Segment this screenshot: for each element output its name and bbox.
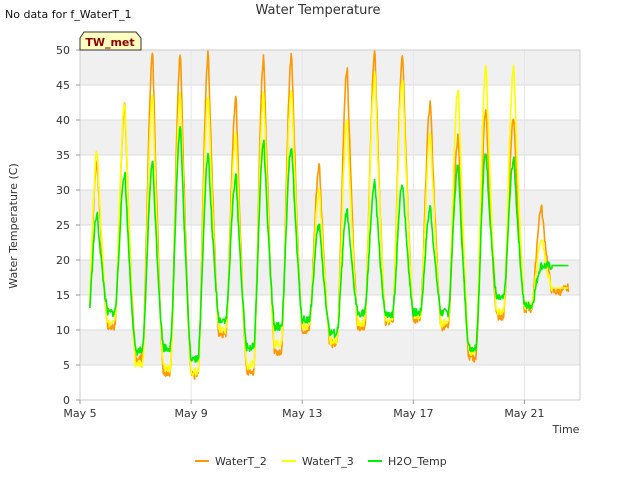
y-tick-label: 0: [63, 394, 70, 407]
legend: WaterT_2 WaterT_3 H2O_Temp: [195, 455, 447, 468]
y-tick-label: 10: [56, 324, 70, 337]
series-line-h2o_temp: [89, 126, 569, 363]
y-tick-label: 45: [56, 79, 70, 92]
legend-label-watert_2: WaterT_2: [215, 455, 267, 468]
y-tick-labels: 0 5 10 15 20 25 30 35 40 45 50: [56, 44, 70, 407]
tw-met-badge: TW_met: [79, 31, 142, 51]
legend-label-watert_3: WaterT_3: [302, 455, 354, 468]
grid-band: [80, 260, 580, 295]
no-data-note: No data for f_WaterT_1: [5, 8, 131, 21]
x-tick-label: May 21: [504, 407, 544, 420]
axes: [76, 49, 581, 404]
y-tick-label: 5: [63, 359, 70, 372]
y-tick-label: 50: [56, 44, 70, 57]
tw-met-badge-shape: [79, 31, 142, 51]
series-layer: [89, 49, 570, 380]
tw-met-badge-label: TW_met: [85, 36, 134, 49]
grid-band: [80, 120, 580, 155]
y-tick-label: 25: [56, 219, 70, 232]
x-tick-label: May 5: [63, 407, 96, 420]
x-tick-label: May 17: [393, 407, 433, 420]
y-tick-label: 20: [56, 254, 70, 267]
legend-label-h2o_temp: H2O_Temp: [388, 455, 447, 468]
y-axis-title: Water Temperature (C): [7, 163, 20, 288]
x-axis-title: Time: [552, 423, 580, 436]
grid-band: [80, 190, 580, 225]
y-tick-label: 30: [56, 184, 70, 197]
x-tick-labels: May 5 May 9 May 13 May 17 May 21: [63, 407, 544, 420]
x-tick-label: May 13: [282, 407, 322, 420]
y-tick-label: 35: [56, 149, 70, 162]
y-tick-label: 40: [56, 114, 70, 127]
x-tick-label: May 9: [174, 407, 207, 420]
chart-title: Water Temperature: [256, 3, 381, 18]
grid-band: [80, 50, 580, 85]
y-tick-label: 15: [56, 289, 70, 302]
